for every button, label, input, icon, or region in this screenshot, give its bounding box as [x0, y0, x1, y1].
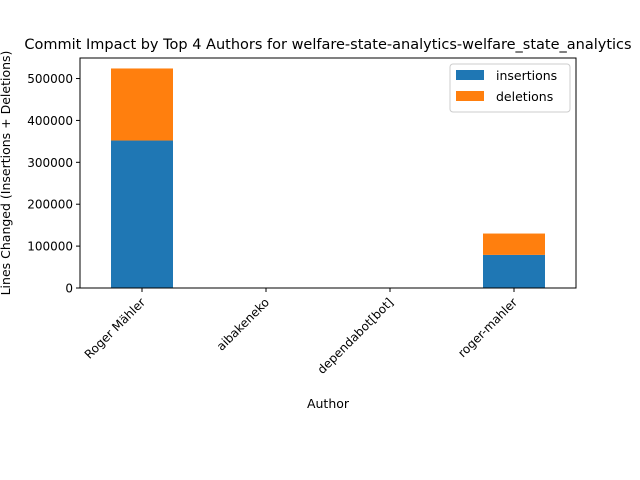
x-tick-label: roger-mahler — [455, 295, 520, 360]
bar-deletions-0 — [111, 68, 173, 141]
y-axis-label: Lines Changed (Insertions + Deletions) — [0, 51, 13, 296]
x-tick-label: dependabot[bot] — [315, 295, 397, 377]
y-tick-label: 400000 — [27, 114, 73, 128]
x-tick-label: aibakeneko — [214, 295, 272, 353]
legend-label-insertions: insertions — [496, 68, 557, 83]
y-tick-label: 0 — [65, 282, 73, 296]
x-ticks: Roger Mähler aibakeneko dependabot[bot] rog… — [82, 288, 520, 377]
chart-title: Commit Impact by Top 4 Authors for welfa… — [24, 37, 631, 53]
bar-insertions-0 — [111, 140, 173, 288]
y-tick-label: 500000 — [27, 72, 73, 86]
bar-insertions-3 — [483, 254, 545, 288]
y-tick-label: 100000 — [27, 240, 73, 254]
y-tick-label: 200000 — [27, 198, 73, 212]
legend-swatch-insertions — [456, 70, 484, 80]
y-tick-label: 300000 — [27, 156, 73, 170]
y-ticks: 0 100000 200000 300000 400000 500000 — [27, 72, 80, 296]
legend-swatch-deletions — [456, 91, 484, 101]
legend-label-deletions: deletions — [496, 89, 553, 104]
bar-deletions-3 — [483, 233, 545, 255]
legend: insertions deletions — [449, 63, 571, 113]
x-tick-label: Roger Mähler — [82, 295, 148, 361]
bars — [111, 68, 545, 288]
plot-area-frame — [79, 57, 577, 289]
x-axis-label: Author — [307, 396, 350, 411]
